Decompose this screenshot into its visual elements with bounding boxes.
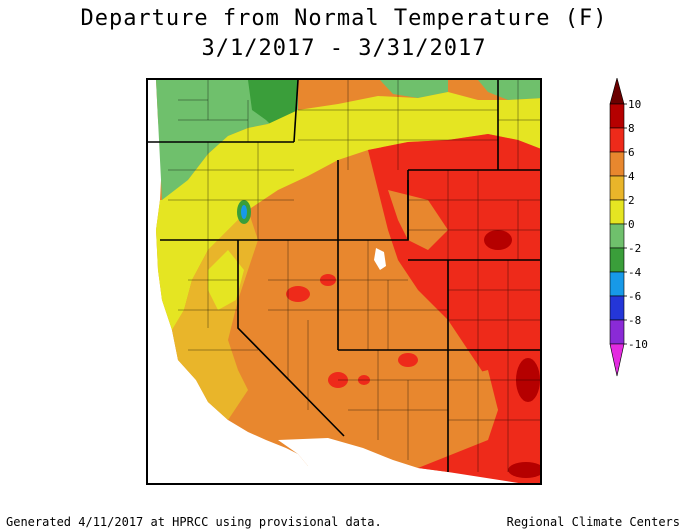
legend-tick-label: -4 xyxy=(628,266,642,279)
date-range-subtitle: 3/1/2017 - 3/31/2017 xyxy=(201,36,487,61)
county-boundaries xyxy=(168,80,540,472)
wyoming-orange-pocket xyxy=(388,190,448,250)
great-salt-lake xyxy=(374,248,386,270)
map-edge xyxy=(148,80,150,483)
legend-tick-label: 2 xyxy=(628,194,635,207)
mexico-area xyxy=(278,438,540,483)
northern-yellow-zone xyxy=(156,92,540,330)
legend-bin xyxy=(609,295,625,321)
legend-bin xyxy=(609,271,625,297)
arizona-red-spot-2 xyxy=(398,353,418,367)
legend-bottom-arrow xyxy=(609,343,625,377)
pacific-ocean xyxy=(148,80,308,483)
legend-tick-label: 0 xyxy=(628,218,635,231)
legend-tick-label: 8 xyxy=(628,122,635,135)
map-title: Departure from Normal Temperature (F) xyxy=(80,6,608,31)
legend-color-bar: 10 8 6 4 2 0 -2 -4 -6 -8 -10 xyxy=(609,76,648,377)
montana-green-zone xyxy=(380,80,448,98)
legend-bin xyxy=(609,223,625,249)
source-credit: Regional Climate Centers xyxy=(506,515,680,529)
legend-top-arrow xyxy=(609,76,625,105)
state-boundaries xyxy=(148,80,540,472)
northeast-green-zone xyxy=(478,80,540,100)
south-texas-hotspot xyxy=(508,462,540,478)
legend-tick-label: 10 xyxy=(628,98,641,111)
legend-tick-label: -10 xyxy=(628,338,648,351)
colorado-hotspot xyxy=(484,230,512,250)
legend-tick-label: -2 xyxy=(628,242,641,255)
new-mexico-orange-pocket xyxy=(448,370,498,430)
legend-bin xyxy=(609,175,625,201)
legend-bin xyxy=(609,127,625,153)
california-nevada-border xyxy=(237,240,345,437)
legend-bin xyxy=(609,247,625,273)
map-canvas xyxy=(148,80,540,483)
legend-tick-label: 4 xyxy=(628,170,635,183)
legend-bin xyxy=(609,319,625,345)
legend-tick-label: -8 xyxy=(628,314,641,327)
nevada-red-spot xyxy=(286,286,310,302)
legend-bin xyxy=(609,199,625,225)
washington-idaho-border xyxy=(293,80,299,143)
generated-note: Generated 4/11/2017 at HPRCC using provi… xyxy=(6,515,382,529)
legend-tick-label: -6 xyxy=(628,290,641,303)
temperature-departure-map xyxy=(146,78,542,485)
legend-tick-label: 6 xyxy=(628,146,635,159)
temperature-legend: 10 8 6 4 2 0 -2 -4 -6 -8 -10 xyxy=(608,76,688,458)
legend-bin xyxy=(609,103,625,129)
oregon-blue-spot xyxy=(241,205,247,219)
legend-bin xyxy=(609,151,625,177)
